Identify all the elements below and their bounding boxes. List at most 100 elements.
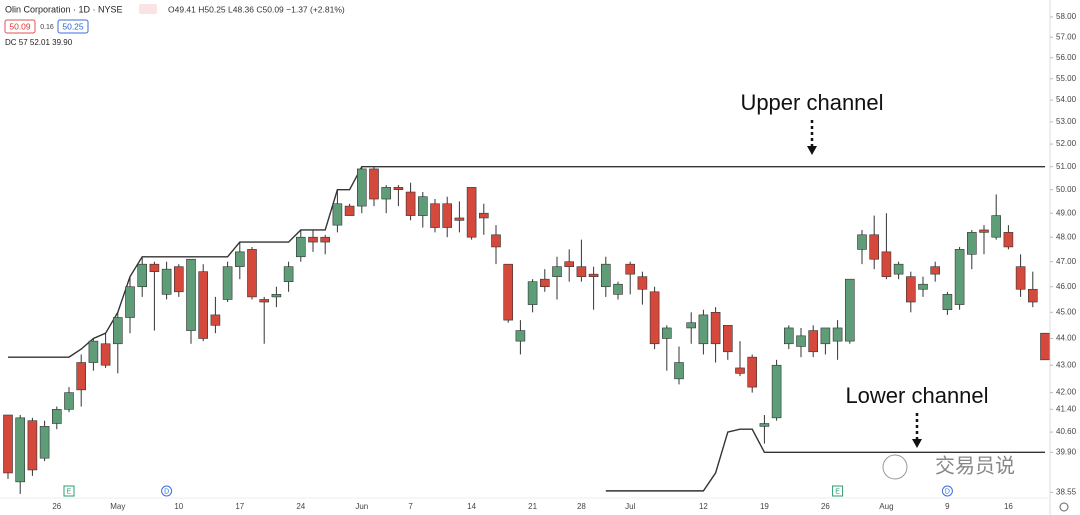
- candle-body: [564, 261, 575, 267]
- y-tick-label: 46.00: [1056, 282, 1077, 291]
- candle-body: [698, 314, 709, 345]
- candle-body: [88, 340, 99, 363]
- x-tick-label: May: [110, 502, 125, 511]
- x-tick-label: 12: [699, 502, 708, 511]
- candle-body: [722, 325, 733, 353]
- event-marker[interactable]: [63, 485, 75, 497]
- candle-body: [893, 263, 904, 275]
- candle-body: [39, 426, 50, 459]
- x-tick-label: 26: [821, 502, 830, 511]
- annotation: Lower channel: [845, 383, 988, 408]
- settings-icon[interactable]: [1059, 502, 1069, 512]
- candle-body: [503, 263, 514, 321]
- event-label: E: [835, 488, 840, 495]
- candle-body: [3, 414, 13, 474]
- candle-body: [15, 417, 25, 483]
- candle-body: [527, 281, 538, 305]
- x-tick-label: Jul: [625, 502, 635, 511]
- candle-body: [710, 312, 721, 345]
- watermark: 交易员说: [935, 454, 1015, 477]
- candle-body: [491, 234, 501, 248]
- candle-body: [478, 212, 489, 219]
- candle-body: [369, 168, 379, 200]
- candle-body: [576, 266, 587, 277]
- candle-body: [332, 203, 343, 226]
- x-tick-label: 9: [945, 502, 950, 511]
- y-tick-label: 56.00: [1056, 53, 1077, 62]
- candle-body: [442, 203, 453, 228]
- candle-body: [637, 276, 648, 290]
- badge: [4, 19, 36, 34]
- candle-body: [161, 268, 172, 295]
- candle-body: [186, 258, 196, 331]
- candle-body: [417, 196, 428, 216]
- candle-body: [625, 263, 636, 275]
- event-marker[interactable]: [832, 485, 844, 497]
- candle-body: [905, 276, 916, 303]
- y-tick-label: 38.55: [1056, 487, 1077, 496]
- event-label: E: [67, 488, 72, 495]
- y-tick-label: 50.00: [1056, 185, 1077, 194]
- x-tick-label: 7: [408, 502, 413, 511]
- candle-body: [405, 191, 416, 216]
- indicator-label: DC 57 52.01 39.90: [5, 38, 73, 47]
- y-tick-label: 45.00: [1056, 307, 1077, 316]
- candle-body: [674, 362, 684, 380]
- plot-area: [3, 165, 1050, 494]
- channel-line: [8, 165, 1045, 358]
- candle-body: [735, 367, 745, 374]
- event-marker[interactable]: [941, 485, 953, 497]
- candle-body: [588, 273, 599, 277]
- candle-body: [930, 266, 941, 275]
- candle-body: [356, 168, 367, 207]
- candle-body: [27, 420, 38, 471]
- event-label: D: [164, 488, 169, 495]
- y-tick-label: 40.60: [1056, 427, 1077, 436]
- candle-body: [991, 215, 1002, 238]
- x-tick-label: 19: [760, 502, 769, 511]
- candle-body: [600, 263, 611, 288]
- candle-body: [344, 205, 355, 216]
- candle-body: [64, 392, 74, 410]
- x-tick-label: 28: [577, 502, 586, 511]
- candle-body: [430, 203, 440, 228]
- candle-body: [613, 283, 623, 295]
- x-tick-label: Jun: [355, 502, 368, 511]
- candle-body: [979, 229, 989, 233]
- candle-body: [881, 251, 892, 277]
- candle-body: [869, 234, 880, 260]
- candle-body: [747, 356, 758, 388]
- candle-body: [857, 234, 867, 250]
- y-tick-label: 41.40: [1056, 404, 1077, 413]
- annotation: Upper channel: [740, 90, 883, 115]
- badge-text: 50.09: [9, 21, 31, 31]
- header-icon[interactable]: [139, 4, 157, 14]
- watermark-icon: [882, 454, 908, 480]
- arrow-head: [912, 439, 922, 448]
- candle-body: [247, 249, 257, 298]
- candle-body: [661, 327, 672, 339]
- x-tick-label: 26: [52, 502, 61, 511]
- candle-body: [381, 187, 392, 200]
- x-tick-label: 24: [296, 502, 305, 511]
- candle-body: [820, 327, 831, 345]
- candle-body: [1003, 232, 1014, 248]
- candle-body: [222, 266, 233, 300]
- candle-body: [51, 409, 62, 424]
- candle-body: [271, 294, 282, 298]
- candle-body: [771, 364, 782, 419]
- event-marker[interactable]: [161, 485, 173, 497]
- candle-body: [259, 299, 270, 303]
- event-label: D: [945, 488, 950, 495]
- candle-body: [76, 362, 86, 391]
- candle-body: [832, 327, 843, 342]
- x-tick-label: Aug: [879, 502, 893, 511]
- y-tick-label: 49.00: [1056, 208, 1077, 217]
- badge-text: 50.25: [62, 21, 84, 31]
- candle-body: [210, 314, 221, 326]
- candle-body: [759, 423, 770, 427]
- badge-text: 0.16: [40, 24, 54, 31]
- candle-body: [954, 249, 965, 305]
- arrow-head: [807, 146, 817, 155]
